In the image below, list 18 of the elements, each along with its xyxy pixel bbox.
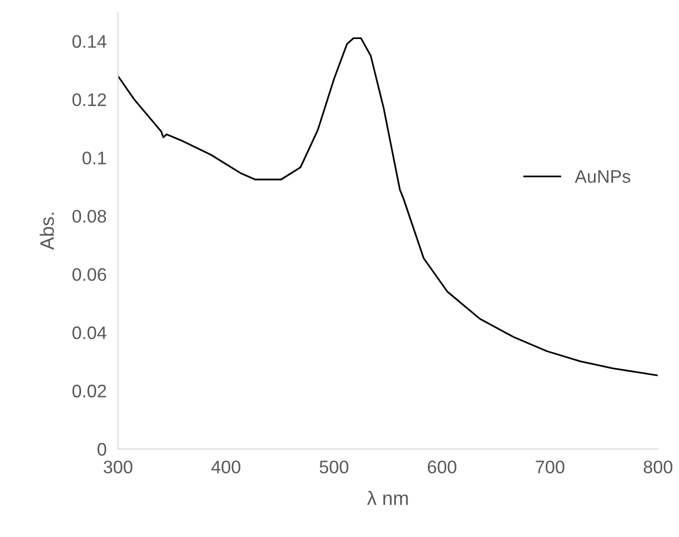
y-tick-label: 0.1 [82, 152, 106, 164]
y-tick-label: 0.04 [72, 326, 106, 340]
y-tick-label: 0.08 [72, 210, 106, 223]
y-axis-title: Abs. [40, 212, 54, 250]
line-series [118, 37, 658, 376]
y-tick-label: 0 [98, 442, 106, 456]
x-tick-label: 500 [320, 460, 348, 474]
x-axis-title: λ nm [367, 490, 408, 505]
legend-label: AuNPs [574, 170, 630, 183]
x-tick-label: 400 [211, 460, 240, 474]
y-tick-label: 0.06 [72, 268, 106, 281]
x-tick-label: 600 [428, 460, 456, 474]
x-tick-label: 800 [644, 460, 672, 474]
y-tick-label: 0.02 [72, 384, 106, 398]
x-tick-label: 700 [536, 460, 564, 474]
y-tick-label: 0.14 [72, 35, 106, 48]
x-tick-label: 300 [104, 460, 132, 474]
y-tick-label: 0.12 [72, 93, 106, 106]
